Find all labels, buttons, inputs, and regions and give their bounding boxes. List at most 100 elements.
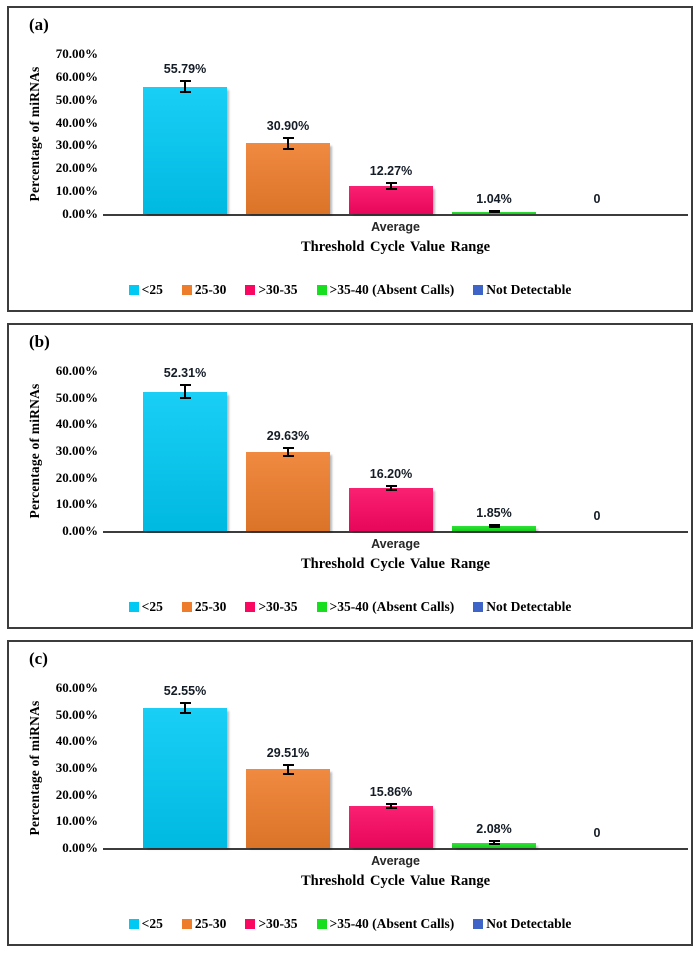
error-stem (184, 80, 186, 93)
y-tick-label: 50.00% (55, 91, 98, 107)
data-label: 0 (593, 826, 601, 840)
data-label: 55.79% (163, 61, 207, 76)
error-cap (488, 842, 500, 845)
bar-segment (349, 186, 433, 214)
y-tick-label: 50.00% (55, 389, 98, 405)
y-tick-label: 20.00% (55, 469, 98, 485)
legend-item: <25 (128, 916, 163, 932)
error-bar (488, 840, 500, 845)
error-cap (282, 455, 294, 457)
x-axis-title: Threshold Cycle Value Range (300, 239, 491, 255)
legend: <25 25-30 >30-35 >35-40 (Absent Calls) Not D… (9, 282, 691, 298)
legend-label: <25 (141, 599, 163, 614)
legend-swatch-icon (128, 919, 139, 929)
y-tick-label: 40.00% (55, 114, 98, 130)
bar-segment (246, 452, 330, 531)
legend-label: 25-30 (194, 599, 227, 614)
y-tick-label: 30.00% (55, 137, 98, 153)
error-bar (385, 802, 397, 809)
legend-swatch-icon (181, 919, 192, 929)
y-tick-label: 30.00% (55, 760, 98, 775)
error-bar (179, 702, 191, 714)
legend-label: <25 (141, 282, 163, 297)
legend-swatch-icon (473, 285, 484, 295)
legend-item: Not Detectable (473, 282, 571, 298)
y-tick-label: 10.00% (55, 813, 98, 829)
y-tick-label: 10.00% (55, 183, 98, 199)
error-bar (488, 209, 500, 214)
legend-label: >30-35 (258, 599, 298, 614)
y-tick-label: 20.00% (55, 160, 98, 176)
legend-label: >30-35 (258, 282, 298, 297)
legend-swatch-icon (316, 919, 327, 929)
legend-item: 25-30 (181, 599, 227, 615)
error-bar (179, 383, 191, 400)
legend-label: Not Detectable (486, 282, 572, 297)
legend-item: >35-40 (Absent Calls) (316, 916, 454, 932)
error-bar (385, 484, 397, 491)
chart-panel-a: (a) Percentage of miRNAs 70.00% 60.00% 50.… (7, 6, 693, 312)
y-tick-label: 30.00% (55, 443, 98, 458)
legend: <25 25-30 >30-35 >35-40 (Absent Calls) Not D… (9, 916, 691, 932)
legend-item: >30-35 (245, 916, 298, 932)
error-cap (488, 525, 500, 528)
bar-segment (143, 707, 227, 848)
legend-label: >35-40 (Absent Calls) (329, 282, 455, 297)
legend-swatch-icon (316, 602, 327, 612)
y-tick-label: 40.00% (55, 733, 98, 749)
bar-segment (143, 391, 227, 531)
error-stem (287, 137, 289, 150)
error-cap (282, 148, 294, 151)
error-bar (179, 79, 191, 94)
legend-swatch-icon (473, 602, 484, 612)
error-stem (184, 703, 186, 713)
y-tick-label: 0.00% (62, 523, 98, 538)
error-cap (385, 806, 397, 809)
y-tick-label: 60.00% (55, 680, 98, 695)
legend-item: Not Detectable (473, 599, 571, 615)
data-label: 30.90% (266, 118, 310, 133)
x-tick-label: Average (371, 537, 420, 551)
legend-item: >35-40 (Absent Calls) (316, 599, 454, 615)
data-label: 52.31% (163, 365, 207, 380)
y-tick-label: 10.00% (55, 496, 98, 512)
data-label: 2.08% (476, 822, 512, 837)
x-axis-title: Threshold Cycle Value Range (300, 556, 491, 572)
bar-segment (143, 86, 227, 214)
x-axis-title: Threshold Cycle Value Range (300, 873, 491, 889)
legend-item: <25 (128, 282, 163, 298)
legend-swatch-icon (245, 285, 256, 295)
data-label: 1.04% (476, 191, 512, 206)
error-stem (390, 182, 392, 190)
data-label: 0 (593, 509, 601, 523)
error-bar (282, 764, 294, 775)
bar-segment (246, 143, 330, 214)
error-bar (282, 447, 294, 457)
error-stem (287, 765, 289, 774)
y-tick-label: 60.00% (55, 363, 98, 378)
chart-panel-c: (c) Percentage of miRNAs 60.00% 50.00% 40.… (7, 640, 693, 946)
legend-swatch-icon (181, 602, 192, 612)
error-bar (282, 136, 294, 151)
error-cap (179, 91, 191, 94)
y-tick-label: 70.00% (55, 46, 98, 61)
y-tick-label: 0.00% (62, 840, 98, 855)
data-label: 52.55% (163, 684, 207, 699)
bar-segment (349, 805, 433, 848)
data-label: 16.20% (369, 466, 413, 481)
plot-area: 52.31% 29.63% 16.20% 1.85% 0 (103, 366, 688, 533)
error-stem (287, 448, 289, 456)
y-tick-label: 60.00% (55, 68, 98, 84)
legend: <25 25-30 >30-35 >35-40 (Absent Calls) Not D… (9, 599, 691, 615)
plot-area: 55.79% 30.90% 12.27% 1.04% 0 (103, 54, 688, 216)
error-cap (385, 488, 397, 491)
error-bar (488, 524, 500, 528)
x-tick-label: Average (371, 220, 420, 234)
data-label: 29.51% (266, 746, 310, 760)
legend-swatch-icon (128, 602, 139, 612)
error-stem (390, 485, 392, 490)
error-cap (179, 397, 191, 400)
legend-label: Not Detectable (486, 599, 572, 614)
error-stem (493, 841, 495, 844)
x-tick-label: Average (371, 854, 420, 868)
